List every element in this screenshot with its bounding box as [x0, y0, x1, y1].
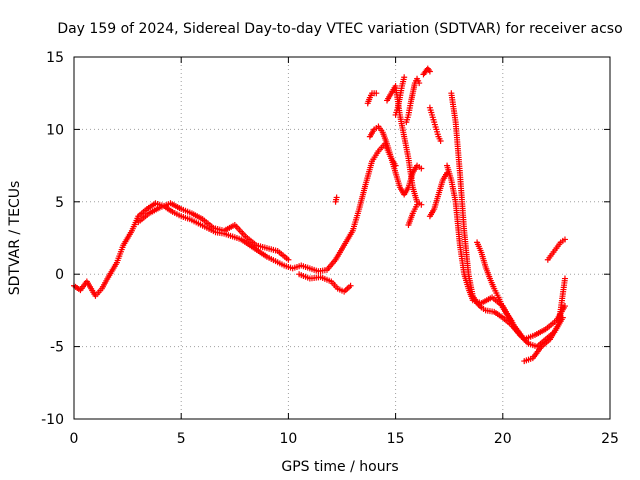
grid [74, 57, 610, 419]
data-points [71, 65, 568, 365]
data-point [561, 275, 568, 282]
data-point [561, 303, 568, 310]
series-track-main [71, 140, 399, 299]
series-track-late [521, 275, 568, 365]
x-tick-label: 25 [601, 431, 619, 447]
series-track-peak-d [403, 75, 423, 126]
data-point [418, 165, 425, 172]
data-point [401, 74, 408, 81]
data-point [416, 80, 423, 87]
series-track-peak-g [426, 104, 444, 144]
y-tick-label: 15 [46, 50, 64, 66]
series-track-peak-a [366, 123, 425, 198]
y-tick-label: -10 [41, 412, 64, 428]
y-tick-label: 5 [55, 195, 64, 211]
series-track-peak-e [392, 74, 408, 118]
y-axis-label: SDTVAR / TECUs [7, 181, 23, 296]
data-point [414, 201, 421, 208]
data-point [347, 282, 354, 289]
axis-ticks: 0 5 10 15 20 25 -10 -5 0 5 10 15 [41, 50, 619, 447]
series-track-peak-b [384, 82, 425, 208]
data-point [333, 194, 340, 201]
series-track-midday-low [296, 271, 354, 295]
data-point [285, 256, 292, 263]
y-tick-label: 10 [46, 122, 64, 138]
x-tick-label: 10 [279, 431, 297, 447]
series-track-late-b [544, 236, 568, 263]
x-axis-label: GPS time / hours [281, 459, 398, 475]
plot-frame [73, 56, 611, 420]
y-tick-label: -5 [50, 340, 64, 356]
x-tick-label: 0 [70, 431, 79, 447]
series-track-isolated [332, 194, 340, 205]
series-track-morning-offset [135, 200, 292, 263]
data-point [561, 236, 568, 243]
y-tick-label: 0 [55, 267, 64, 283]
series-track-peak-c [364, 90, 380, 107]
data-point [426, 68, 433, 75]
chart-title: Day 159 of 2024, Sidereal Day-to-day VTE… [57, 21, 622, 37]
x-tick-label: 5 [177, 431, 186, 447]
data-point [476, 303, 483, 310]
data-point [373, 90, 380, 97]
series-track-peak-i [405, 201, 421, 228]
x-tick-label: 15 [387, 431, 405, 447]
series-track-peak-h [426, 169, 451, 220]
data-point [559, 314, 566, 321]
data-point [516, 332, 523, 339]
series-track-evening-c [474, 239, 523, 339]
data-point [437, 137, 444, 144]
x-tick-label: 20 [494, 431, 512, 447]
series-track-peak-f [420, 65, 433, 78]
